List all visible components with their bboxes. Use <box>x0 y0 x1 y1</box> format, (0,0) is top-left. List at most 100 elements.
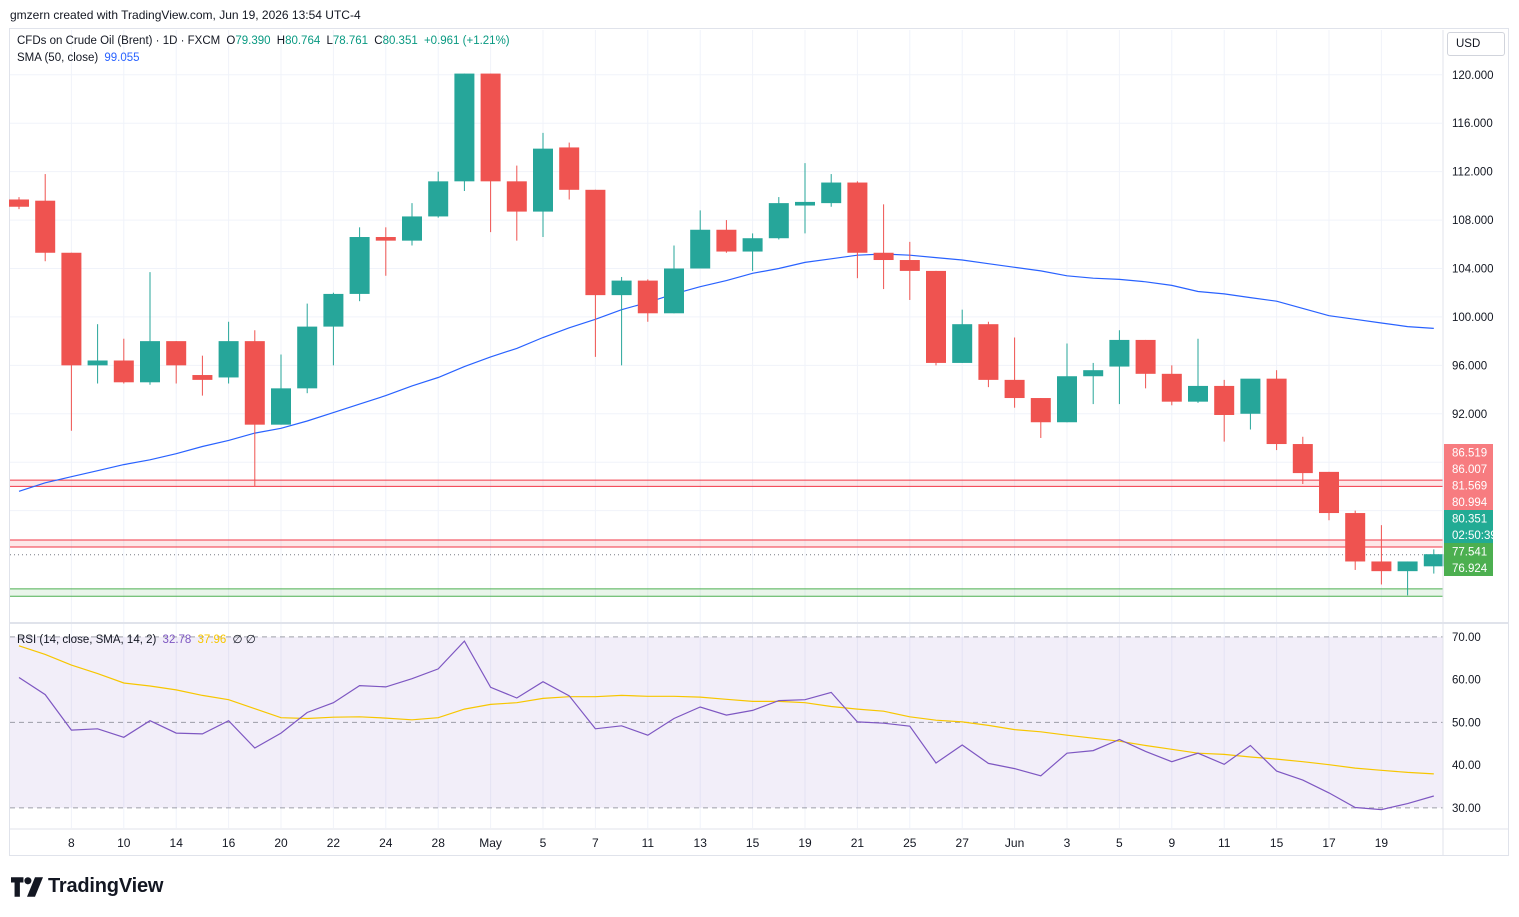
rsi-tick-label: 40.00 <box>1452 760 1481 772</box>
candle-body <box>873 252 894 261</box>
candle-body <box>978 324 999 380</box>
candle-body <box>480 73 501 182</box>
candle-body <box>506 181 527 212</box>
x-tick-label: 22 <box>327 836 341 850</box>
candle-up <box>611 276 632 366</box>
candle-up <box>349 227 370 302</box>
candle-body <box>1397 561 1418 572</box>
candle-body <box>585 189 606 296</box>
y-tick-label: 120.000 <box>1452 70 1494 82</box>
price-axis-tag: 80.994 <box>1444 493 1493 510</box>
rsi-line <box>18 640 1434 811</box>
x-tick-label: 10 <box>117 836 131 850</box>
zone-fill <box>10 540 1443 548</box>
candle-up <box>1083 362 1104 405</box>
candle-body <box>297 326 318 389</box>
currency-button[interactable]: USD <box>1447 32 1505 56</box>
price-axis-tag: 80.351 02:50:39 <box>1444 510 1497 543</box>
candle-up <box>690 210 711 269</box>
candle-down <box>113 338 134 384</box>
price-tag-bg <box>1444 460 1493 477</box>
candle-down <box>1266 370 1287 451</box>
tradingview-brand: TradingView <box>11 875 163 898</box>
candle-body <box>35 200 56 253</box>
candle-up <box>87 324 108 384</box>
candle-up <box>218 321 239 384</box>
price-tag-text: 80.351 <box>1452 514 1487 526</box>
y-tick-label: 116.000 <box>1452 118 1493 130</box>
candle-down <box>716 220 737 253</box>
candle-down <box>926 270 946 366</box>
x-tick-label: 19 <box>1375 836 1389 850</box>
rsi-tick-label: 60.00 <box>1452 675 1481 687</box>
x-tick-label: May <box>479 836 502 850</box>
candle-body <box>611 280 632 296</box>
high-value: H80.764 <box>276 35 321 47</box>
x-tick-label: 8 <box>68 836 75 850</box>
candle-up <box>428 171 449 218</box>
candle-body <box>533 148 553 212</box>
candle-body <box>113 360 134 383</box>
x-tick-label: 25 <box>903 836 917 850</box>
x-tick-label: 9 <box>1168 836 1175 850</box>
candle-down <box>1214 379 1235 442</box>
x-tick-label: 7 <box>592 836 599 850</box>
candle-down <box>847 181 868 279</box>
x-tick-label: 3 <box>1064 836 1071 850</box>
price-tag-bg <box>1444 543 1493 560</box>
candle-body <box>166 341 187 366</box>
candle-body <box>1030 398 1051 423</box>
chart-credit: gmzern created with TradingView.com, Jun… <box>10 8 361 22</box>
candle-down <box>506 165 527 241</box>
x-tick-label: 27 <box>956 836 970 850</box>
candle-down <box>1161 365 1182 406</box>
x-tick-label: 13 <box>694 836 708 850</box>
candle-up <box>533 132 553 238</box>
candle-body <box>559 147 580 190</box>
candle-up <box>821 174 842 207</box>
candle-up <box>402 203 422 246</box>
candle-down <box>1030 398 1051 438</box>
rsi-legend-extra: ∅ ∅ <box>232 634 256 646</box>
candle-up <box>1109 330 1130 405</box>
candle-body <box>375 237 396 241</box>
rsi-tick-label: 30.00 <box>1452 803 1481 815</box>
candle-body <box>690 229 711 269</box>
zone-fill <box>10 480 1443 487</box>
candle-body <box>1345 513 1366 562</box>
candle-body <box>899 260 920 271</box>
x-tick-label: 15 <box>1270 836 1284 850</box>
x-tick-label: 11 <box>1218 836 1231 850</box>
price-tag-text: 80.994 <box>1452 497 1488 509</box>
candle-body <box>847 182 868 253</box>
candle-body <box>1292 444 1313 474</box>
candle-body <box>271 388 291 425</box>
chart-frame <box>9 28 1509 856</box>
open-value: O79.390 <box>226 35 271 47</box>
price-tag-text: 86.007 <box>1452 464 1487 476</box>
x-tick-label: 11 <box>642 836 655 850</box>
candle-up <box>664 245 684 314</box>
candle-down <box>1371 525 1392 585</box>
candle-down <box>35 174 56 262</box>
candle-down <box>61 252 82 431</box>
price-axis-tag: 76.924 <box>1444 559 1493 576</box>
price-tag-bg <box>1444 559 1493 576</box>
candle-down <box>899 241 920 300</box>
candle-up <box>1240 378 1261 430</box>
candle-body <box>716 229 737 252</box>
change-value: +0.961 (+1.21%) <box>423 35 510 47</box>
price-tag-text: 76.924 <box>1452 563 1488 575</box>
candle-down <box>637 279 658 322</box>
candle-down <box>166 341 187 384</box>
candle-body <box>637 280 658 314</box>
candle-down <box>1135 339 1156 389</box>
price-legend: CFDs on Crude Oil (Brent) · 1D · FXCM O7… <box>17 35 513 47</box>
candle-body <box>9 199 29 207</box>
price-tag-bg <box>1444 493 1493 510</box>
y-tick-label: 100.000 <box>1452 312 1494 324</box>
candle-body <box>87 360 108 366</box>
x-tick-label: 24 <box>379 836 393 850</box>
x-tick-label: 16 <box>222 836 236 850</box>
